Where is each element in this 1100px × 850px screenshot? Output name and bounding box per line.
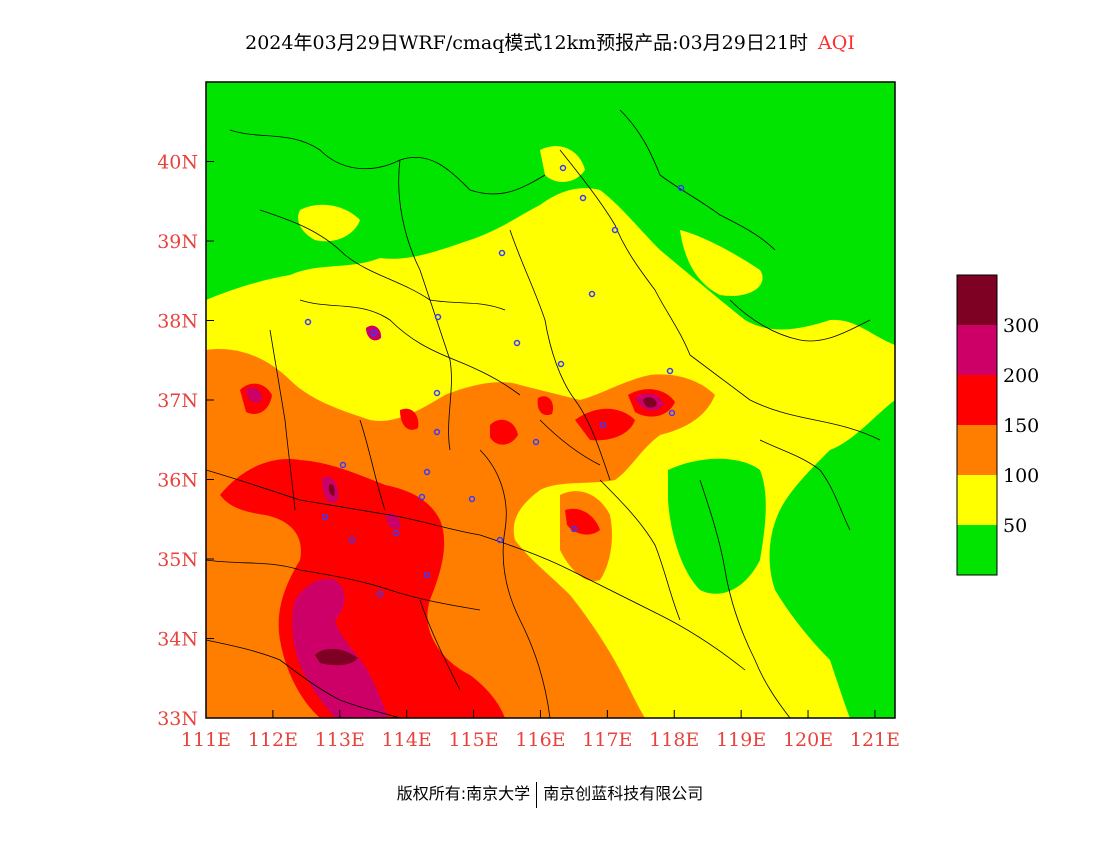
y-tick-label: 33N: [157, 708, 198, 730]
legend-swatch: [957, 375, 997, 425]
legend-label: 200: [1003, 365, 1039, 387]
footer-company: 南京创蓝科技有限公司: [543, 784, 704, 803]
legend-swatch: [957, 325, 997, 375]
y-tick-label: 37N: [157, 390, 198, 412]
y-tick-label: 38N: [157, 311, 198, 333]
aqi-very-unhealthy-region-c: [246, 387, 262, 403]
footer: 版权所有:南京大学 南京创蓝科技有限公司: [0, 780, 1100, 808]
y-tick-label: 36N: [157, 470, 198, 492]
aqi-very-unhealthy-region-f: [366, 325, 382, 341]
aqi-unhealthy-region-h: [537, 396, 554, 416]
y-tick-label: 39N: [157, 231, 198, 253]
y-tick-label: 35N: [157, 549, 198, 571]
y-axis: 33N 34N 35N 36N 37N 38N 39N 40N: [157, 152, 214, 730]
y-tick-label: 40N: [157, 152, 198, 174]
admin-boundaries: [206, 109, 881, 718]
aqi-unhealthy-region-g: [400, 408, 419, 430]
legend-frame: [956, 274, 998, 576]
aqi-very-unhealthy-region-e: [386, 513, 401, 530]
x-tick-label: 117E: [582, 729, 632, 751]
aqi-unhealthy-region: [220, 459, 505, 718]
aqi-field: [206, 82, 895, 718]
aqi-moderate-region-north: [680, 230, 763, 296]
title-main: 2024年03月29日WRF/cmaq模式12km预报产品:03月29日21时: [245, 32, 809, 54]
station-markers: [304, 164, 685, 598]
map-title: 2024年03月29日WRF/cmaq模式12km预报产品:03月29日21时 A…: [0, 28, 1100, 55]
aqi-hazardous-region-c: [328, 484, 335, 496]
aqi-moderate-region-northwest: [298, 204, 360, 242]
legend-swatch: [957, 475, 997, 525]
legend-label: 150: [1003, 415, 1039, 437]
aqi-moderate-region-top: [540, 146, 585, 182]
title-variable: AQI: [818, 32, 855, 54]
x-tick-label: 115E: [449, 729, 499, 751]
footer-separator: [536, 781, 538, 808]
y-tick-label: 34N: [157, 629, 198, 651]
x-tick-label: 119E: [716, 729, 766, 751]
aqi-legend: 300 200 150 100 50: [956, 274, 1039, 576]
x-tick-label: 114E: [382, 729, 432, 751]
aqi-very-unhealthy-region: [292, 578, 388, 718]
x-tick-label: 118E: [649, 729, 699, 751]
legend-swatch: [957, 275, 997, 325]
x-tick-label: 111E: [181, 729, 231, 751]
footer-copyright: 版权所有:南京大学: [396, 784, 531, 803]
aqi-hazardous-region: [315, 648, 358, 666]
legend-label: 50: [1003, 515, 1027, 537]
aqi-good-region-east: [668, 458, 766, 594]
aqi-hazardous-region-b: [643, 397, 657, 408]
x-tick-label: 121E: [850, 729, 900, 751]
legend-swatch: [957, 525, 997, 575]
x-tick-label: 113E: [315, 729, 365, 751]
x-tick-label: 116E: [515, 729, 565, 751]
legend-label: 300: [1003, 315, 1039, 337]
aqi-unhealthy-region-f: [565, 508, 600, 535]
legend-label: 100: [1003, 465, 1039, 487]
x-tick-label: 112E: [248, 729, 298, 751]
x-axis: 111E 112E 113E 114E 115E 116E 117E 118E 119E 120E…: [181, 710, 900, 751]
legend-swatch: [957, 425, 997, 475]
x-tick-label: 120E: [783, 729, 833, 751]
aqi-unhealthy-region-e: [490, 419, 518, 445]
